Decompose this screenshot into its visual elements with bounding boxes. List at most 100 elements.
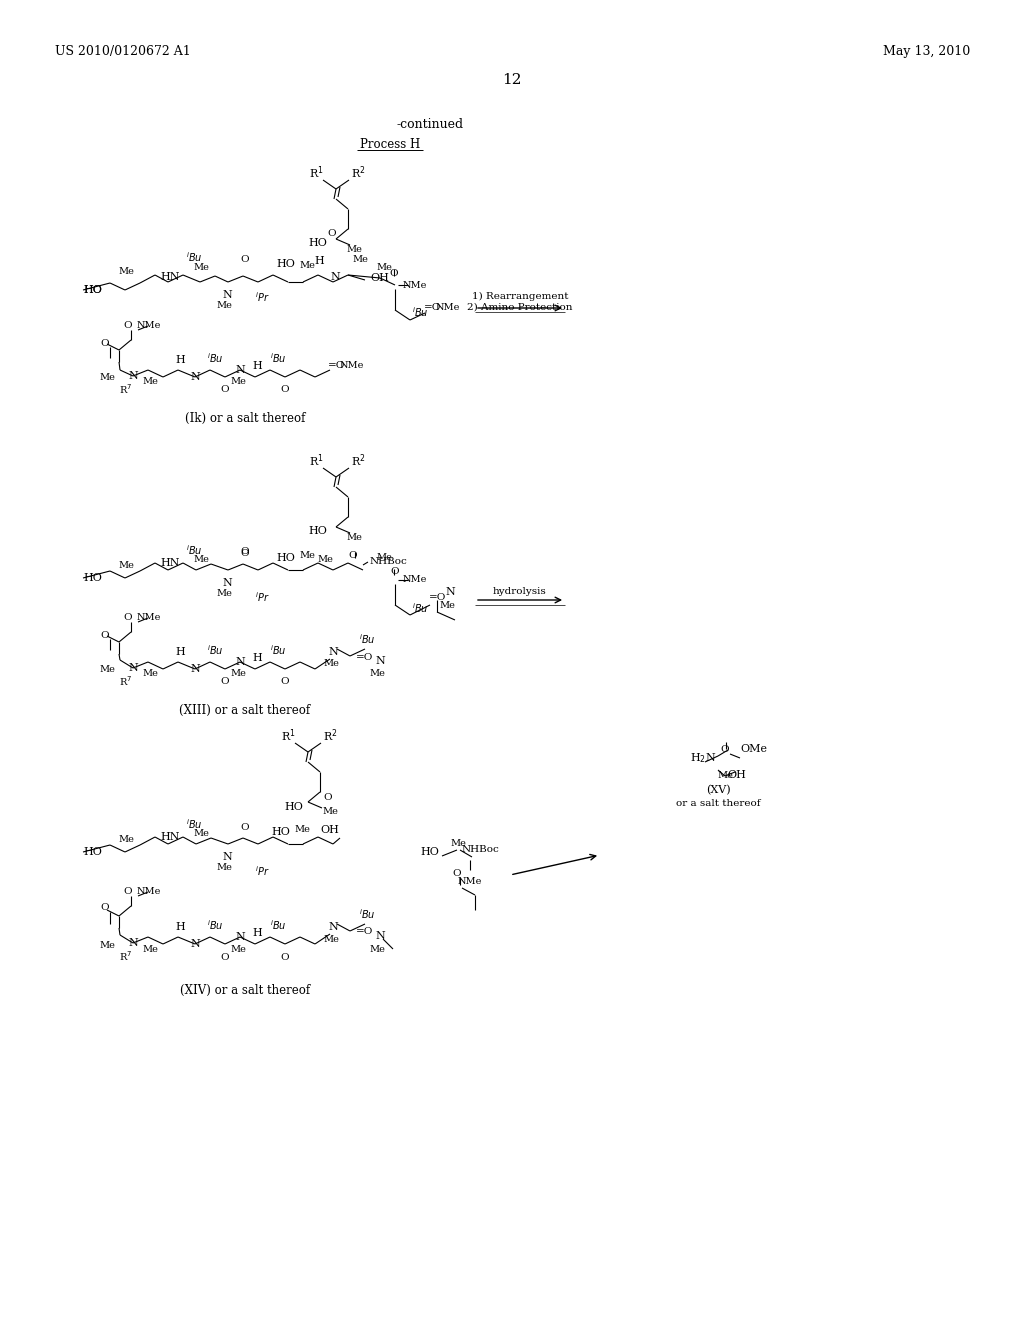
- Text: O: O: [100, 631, 110, 639]
- Text: R$^1$: R$^1$: [308, 165, 324, 181]
- Text: Me: Me: [99, 665, 115, 675]
- Text: US 2010/0120672 A1: US 2010/0120672 A1: [55, 45, 190, 58]
- Text: H: H: [314, 256, 324, 267]
- Text: R$^7$: R$^7$: [120, 675, 132, 688]
- Text: Me: Me: [216, 301, 232, 309]
- Text: O: O: [100, 338, 110, 347]
- Text: $\mathit{^iBu}$: $\mathit{^iBu}$: [412, 305, 428, 319]
- Text: Me: Me: [346, 244, 361, 253]
- Text: HO: HO: [83, 573, 101, 583]
- Text: H: H: [175, 921, 185, 932]
- Text: O: O: [241, 549, 249, 558]
- Text: NMe: NMe: [402, 281, 427, 289]
- Text: Me: Me: [439, 601, 455, 610]
- Text: $\mathit{^iPr}$: $\mathit{^iPr}$: [255, 590, 269, 605]
- Text: $\mathit{^iBu}$: $\mathit{^iBu}$: [185, 249, 203, 264]
- Text: HO: HO: [83, 285, 101, 294]
- Text: R$^7$: R$^7$: [120, 381, 132, 396]
- Text: N: N: [330, 272, 340, 282]
- Text: HN: HN: [160, 558, 180, 568]
- Text: Me: Me: [369, 945, 385, 953]
- Text: 12: 12: [502, 73, 522, 87]
- Text: Me: Me: [99, 940, 115, 949]
- Text: R$^1$: R$^1$: [281, 727, 295, 744]
- Text: O: O: [241, 256, 249, 264]
- Text: O: O: [241, 824, 249, 833]
- Text: $\mathit{^iBu}$: $\mathit{^iBu}$: [269, 919, 287, 932]
- Text: hydrolysis: hydrolysis: [494, 586, 547, 595]
- Text: NHBoc: NHBoc: [370, 557, 408, 566]
- Text: =O: =O: [329, 360, 346, 370]
- Text: Me: Me: [323, 935, 339, 944]
- Text: $\mathit{^iBu}$: $\mathit{^iBu}$: [207, 643, 223, 657]
- Text: O: O: [124, 887, 132, 896]
- Text: Me: Me: [376, 553, 392, 562]
- Text: N: N: [375, 656, 385, 667]
- Text: $\mathit{^iPr}$: $\mathit{^iPr}$: [255, 290, 269, 304]
- Text: HO: HO: [276, 259, 296, 269]
- Text: R$^2$: R$^2$: [323, 727, 337, 744]
- Text: R$^7$: R$^7$: [120, 949, 132, 962]
- Text: O: O: [281, 385, 290, 395]
- Text: Me: Me: [230, 669, 246, 678]
- Text: O: O: [324, 793, 333, 803]
- Text: OH: OH: [370, 273, 389, 282]
- Text: (XIII) or a salt thereof: (XIII) or a salt thereof: [179, 704, 310, 717]
- Text: O: O: [390, 268, 398, 277]
- Text: (XV): (XV): [706, 785, 730, 795]
- Text: OMe: OMe: [740, 744, 767, 754]
- Text: NHBoc: NHBoc: [461, 846, 499, 854]
- Text: Me: Me: [346, 532, 361, 541]
- Text: OH: OH: [321, 825, 339, 836]
- Text: HO: HO: [83, 285, 101, 294]
- Text: H: H: [252, 928, 262, 939]
- Text: HO: HO: [285, 803, 303, 812]
- Text: Me: Me: [376, 264, 392, 272]
- Text: O: O: [221, 385, 229, 395]
- Text: Me: Me: [317, 554, 333, 564]
- Text: =O: =O: [429, 593, 446, 602]
- Text: =O: =O: [356, 652, 374, 661]
- Text: O: O: [349, 550, 357, 560]
- Text: Me: Me: [323, 808, 338, 817]
- Text: $\mathit{^iBu}$: $\mathit{^iBu}$: [358, 632, 376, 645]
- Text: O: O: [721, 746, 729, 755]
- Text: $\mathit{^iBu}$: $\mathit{^iBu}$: [185, 543, 203, 557]
- Text: NMe: NMe: [436, 304, 460, 313]
- Text: =O: =O: [424, 304, 441, 313]
- Text: Me: Me: [99, 374, 115, 383]
- Text: NMe: NMe: [458, 878, 482, 887]
- Text: HO: HO: [83, 847, 101, 857]
- Text: 1) Rearrangement: 1) Rearrangement: [472, 292, 568, 301]
- Text: NMe: NMe: [137, 614, 161, 623]
- Text: $\mathit{^iPr}$: $\mathit{^iPr}$: [255, 865, 269, 878]
- Text: O: O: [281, 677, 290, 686]
- Text: N: N: [328, 921, 338, 932]
- Text: N: N: [222, 578, 231, 587]
- Text: NMe: NMe: [402, 576, 427, 585]
- Text: May 13, 2010: May 13, 2010: [883, 45, 970, 58]
- Text: O: O: [221, 677, 229, 686]
- Text: N: N: [128, 939, 138, 948]
- Text: Me: Me: [118, 561, 134, 569]
- Text: HO: HO: [271, 828, 291, 837]
- Text: N: N: [328, 647, 338, 657]
- Text: HO: HO: [308, 238, 328, 248]
- Text: H$_2$N: H$_2$N: [690, 751, 716, 764]
- Text: $\mathit{^iBu}$: $\mathit{^iBu}$: [412, 601, 428, 615]
- Text: O: O: [281, 953, 290, 961]
- Text: OH: OH: [728, 770, 746, 780]
- Text: Me: Me: [142, 669, 158, 678]
- Text: Me: Me: [299, 552, 315, 561]
- Text: O: O: [241, 548, 249, 557]
- Text: N: N: [222, 851, 231, 862]
- Text: Me: Me: [216, 862, 232, 871]
- Text: N: N: [128, 663, 138, 673]
- Text: H: H: [175, 647, 185, 657]
- Text: Me: Me: [194, 263, 209, 272]
- Text: Me: Me: [194, 829, 209, 838]
- Text: NMe: NMe: [340, 360, 365, 370]
- Text: O: O: [391, 568, 399, 577]
- Text: N: N: [236, 932, 245, 942]
- Text: Me: Me: [294, 825, 310, 834]
